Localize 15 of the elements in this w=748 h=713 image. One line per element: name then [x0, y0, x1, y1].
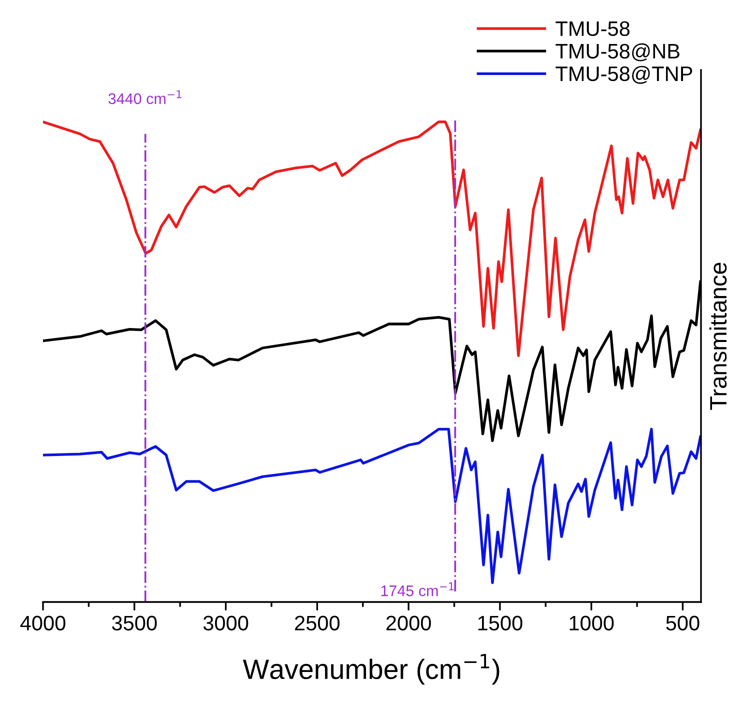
x-tick-label: 1500 [478, 616, 522, 630]
x-tick-label: 4000 [20, 616, 66, 630]
legend-label: TMU-58@NB [556, 43, 680, 62]
x-tick-label: 2500 [295, 616, 340, 630]
legend-label: TMU-58 [556, 21, 630, 36]
ref-line-label: 3440 cm$^{−1}$ [108, 90, 182, 104]
x-tick-label: 2000 [386, 616, 431, 630]
x-tick-label: 3000 [203, 616, 248, 630]
x-tick-label: 500 [666, 616, 700, 630]
y-axis-title: Transmittance [709, 262, 727, 410]
x-tick-label: 1000 [570, 616, 614, 630]
legend-label: TMU-58@TNP [556, 66, 692, 84]
x-axis-title: Wavenumber (cm$^{−1}$) [242, 654, 500, 685]
ref-line-label: 1745 cm$^{−1}$ [381, 582, 454, 596]
x-tick-label: 3500 [112, 616, 157, 630]
